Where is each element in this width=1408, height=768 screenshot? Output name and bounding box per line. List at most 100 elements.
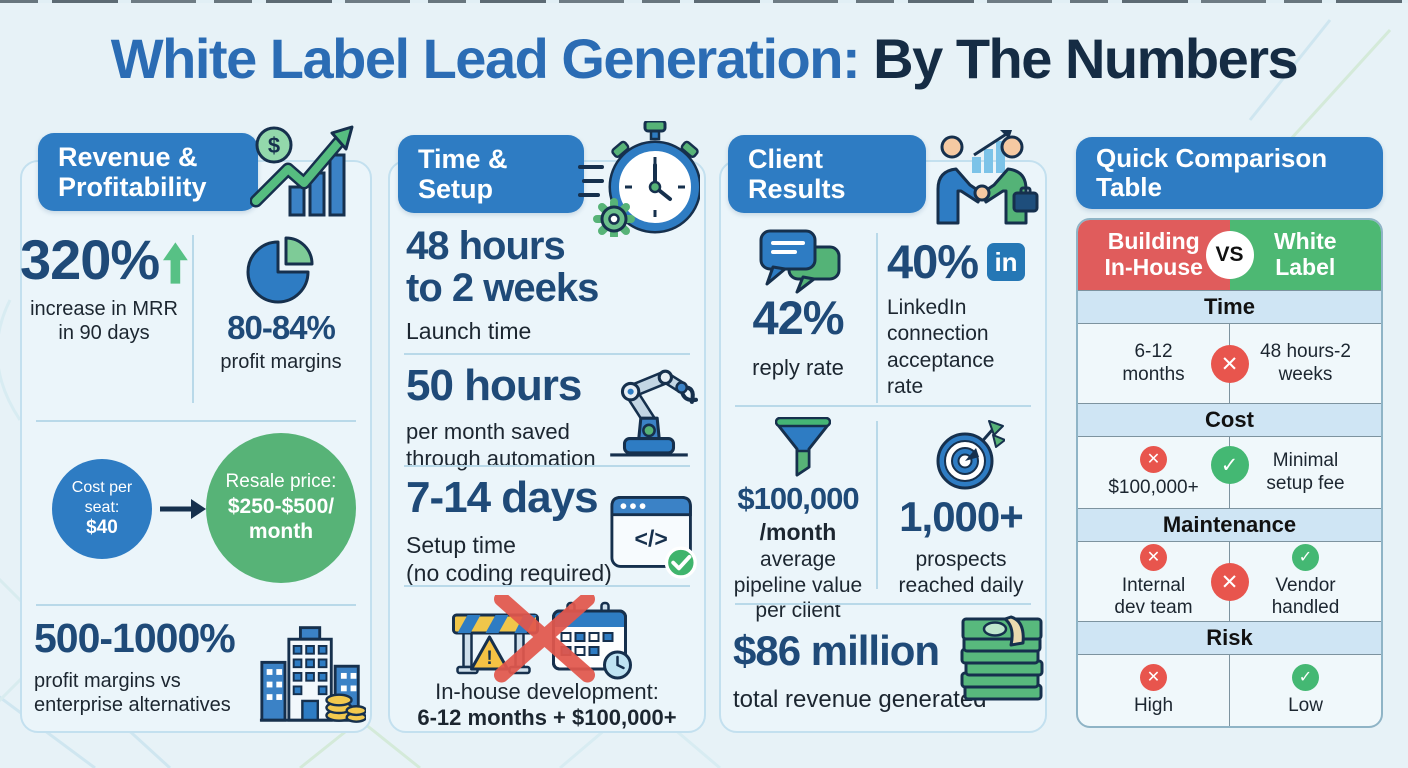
maintenance-row: ✕ Internal dev team ✓ Vendor handled ✕ [1078, 541, 1381, 621]
x-icon: ✕ [1210, 562, 1249, 601]
up-arrow-icon [163, 242, 188, 284]
risk-whitelabel-text: Low [1288, 694, 1323, 716]
svg-text:!: ! [486, 648, 492, 669]
cost-whitelabel-cell: Minimal setup fee [1266, 450, 1345, 494]
comparison-header-banner: Quick Comparison Table [1076, 137, 1383, 209]
x-icon: ✕ [1210, 344, 1249, 383]
client-results-column: Client Results 42% reply rate 40% in Lin… [719, 130, 1047, 733]
chat-bubbles-icon [759, 229, 841, 294]
maintenance-whitelabel-cell: ✓ Vendor handled [1230, 542, 1381, 621]
time-inhouse-cell: 6-12 months [1078, 324, 1230, 403]
page-title: White Label Lead Generation: By The Numb… [0, 28, 1408, 90]
section-time: Time [1078, 290, 1381, 323]
x-icon: ✕ [1140, 543, 1167, 571]
check-icon: ✓ [1292, 543, 1319, 571]
vs-badge: VS [1205, 231, 1254, 279]
building-coins-icon [259, 626, 366, 723]
launch-time-label: Launch time [406, 318, 532, 344]
maintenance-whitelabel-text: Vendor handled [1271, 574, 1340, 618]
mrr-stat: 320% increase in MRR in 90 days [20, 228, 188, 346]
x-icon: ✕ [1140, 445, 1167, 473]
cost-inhouse-text: $100,000+ [1108, 476, 1199, 498]
margin-label: profit margins [220, 350, 342, 373]
maintenance-inhouse-cell: ✕ Internal dev team [1078, 542, 1230, 621]
linkedin-icon: in [987, 242, 1026, 281]
blocked-development-icon: ! [452, 595, 632, 683]
divider [192, 235, 194, 403]
revenue-header-banner: Revenue & Profitability [38, 133, 258, 211]
prospects-value: 1,000+ [899, 493, 1024, 540]
inhouse-dev-label: In-house development: [435, 679, 659, 704]
divider [404, 585, 690, 587]
linkedin-rate-value: 40% [887, 235, 979, 288]
pipeline-suffix: /month [759, 519, 837, 545]
section-risk: Risk [1078, 621, 1381, 654]
linkedin-stat-value-row: 40% in [887, 237, 1026, 286]
time-row: 6-12 months 48 hours-2 weeks ✕ [1078, 323, 1381, 403]
resale-price-circle: Resale price: $250-$500/ month [206, 433, 356, 583]
launch-time-value: 48 hours to 2 weeks [406, 224, 599, 310]
cropped-top-edge [0, 0, 1408, 3]
check-icon: ✓ [1210, 446, 1249, 485]
inhouse-dev-value: 6-12 months + $100,000+ [417, 705, 677, 730]
mrr-label: increase in MRR in 90 days [30, 298, 178, 345]
section-cost: Cost [1078, 403, 1381, 436]
comparison-table-header: Building In-House White Label VS [1078, 220, 1381, 290]
risk-whitelabel-cell: ✓ Low [1230, 655, 1381, 726]
svg-text:$: $ [268, 133, 280, 158]
cost-inhouse-cell: ✕ $100,000+ [1078, 437, 1230, 508]
robot-arm-icon [610, 369, 698, 457]
cost-row: ✕ $100,000+ Minimal setup fee ✓ [1078, 436, 1381, 508]
pipeline-label: average pipeline value per client [733, 548, 863, 623]
margin-value: 80-84% [227, 309, 336, 346]
total-revenue-label: total revenue generated [733, 686, 987, 713]
risk-inhouse-cell: ✕ High [1078, 655, 1230, 726]
divider [404, 353, 690, 355]
svg-text:in: in [995, 247, 1018, 277]
comparison-column: Quick Comparison Table Building In-House… [1076, 133, 1383, 733]
x-icon: ✕ [1140, 663, 1167, 691]
margins-vs-label: profit margins vs enterprise alternative… [34, 670, 231, 717]
check-icon: ✓ [1292, 663, 1319, 691]
risk-inhouse-text: High [1133, 694, 1174, 716]
resale-value: $250-$500/ month [227, 495, 335, 544]
total-revenue-value: $86 million [733, 627, 940, 674]
white-label-header: White Label [1229, 220, 1381, 290]
setup-time-value: 7-14 days [406, 473, 599, 522]
dollar-growth-chart-icon: $ [250, 125, 354, 217]
funnel-icon [775, 417, 831, 477]
divider [36, 420, 356, 422]
prospects-label: prospects reached daily [898, 548, 1024, 597]
time-whitelabel-cell: 48 hours-2 weeks [1260, 341, 1351, 385]
divider [36, 604, 356, 606]
comparison-table: Building In-House White Label VS Time 6-… [1076, 218, 1383, 728]
cost-label: Cost per seat: [71, 479, 133, 516]
time-setup-column: Time & Setup 48 hours to 2 weeks Launch … [388, 121, 706, 733]
pie-chart-icon [246, 236, 314, 304]
client-results-header-banner: Client Results [728, 135, 926, 213]
margins-vs-value: 500-1000% [34, 615, 236, 661]
time-setup-header-banner: Time & Setup [398, 135, 584, 213]
svg-text:</>: </> [635, 525, 668, 551]
divider [876, 233, 878, 403]
money-stack-icon [960, 615, 1044, 701]
hours-saved-value: 50 hours [406, 361, 582, 410]
reply-rate-label: reply rate [752, 355, 844, 380]
target-icon [936, 420, 1005, 490]
divider [735, 603, 1031, 605]
pipeline-value: $100,000 [737, 481, 859, 516]
margin-stat: 80-84% profit margins [200, 228, 362, 374]
setup-time-label: Setup time (no coding required) [406, 532, 612, 587]
risk-row: ✕ High ✓ Low [1078, 654, 1381, 726]
cost-per-seat-circle: Cost per seat: $40 [52, 459, 152, 559]
stopwatch-icon [578, 121, 700, 237]
divider [404, 465, 690, 467]
page-title-blue: White Label Lead Generation: [110, 27, 861, 90]
handshake-icon [936, 130, 1039, 225]
section-maintenance: Maintenance [1078, 508, 1381, 541]
resale-label: Resale price: [225, 471, 337, 493]
revenue-column: Revenue & Profitability $ 320% increase … [20, 125, 372, 733]
linkedin-rate-label: LinkedIn connection acceptance rate [887, 296, 995, 398]
mrr-value: 320% [20, 228, 160, 291]
